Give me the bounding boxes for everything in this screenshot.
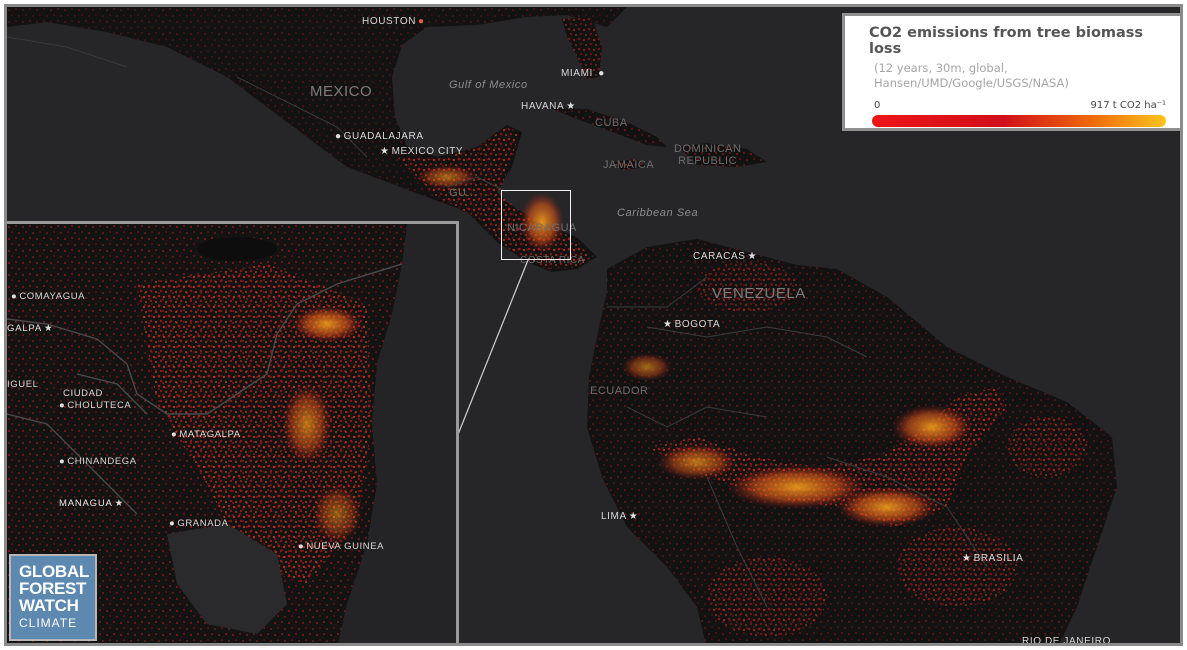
legend-max-label: 917 t CO2 ha⁻¹ bbox=[1090, 100, 1166, 111]
city-brasilia[interactable]: ★ BRASILIA bbox=[962, 553, 1024, 564]
legend-color-ramp bbox=[872, 115, 1166, 127]
city-guadalajara[interactable]: ● GUADALAJARA bbox=[335, 131, 424, 142]
city-caracas[interactable]: CARACAS ★ bbox=[693, 251, 758, 262]
legend-subtitle-line2: Hansen/UMD/Google/USGS/NASA) bbox=[874, 76, 1069, 90]
city-houston[interactable]: HOUSTON ● bbox=[362, 16, 425, 27]
legend-subtitle: (12 years, 30m, global, Hansen/UMD/Googl… bbox=[869, 61, 1166, 91]
country-costa-rica: COSTA RICA bbox=[520, 255, 585, 266]
city-lima[interactable]: LIMA ★ bbox=[601, 511, 639, 522]
country-dominican-2: REPUBLIC bbox=[678, 155, 738, 167]
map-view[interactable]: HOUSTON ● MIAMI ● HAVANA ★ ● GUADALAJARA ★ M… bbox=[4, 4, 1183, 646]
inset-city-nueva-guinea[interactable]: ● NUEVA GUINEA bbox=[298, 541, 385, 552]
inset-city-chinandega[interactable]: ● CHINANDEGA bbox=[59, 456, 137, 467]
logo-line-watch: WATCH bbox=[19, 596, 79, 615]
inset-city-matagalpa[interactable]: ● MATAGALPA bbox=[171, 429, 241, 440]
sea-caribbean: Caribbean Sea bbox=[617, 207, 699, 219]
legend-min-label: 0 bbox=[874, 100, 881, 111]
country-dominican-1: DOMINICAN bbox=[674, 143, 742, 155]
legend-title: CO2 emissions from tree biomass loss bbox=[869, 25, 1144, 57]
zoom-connector-line bbox=[456, 259, 529, 438]
city-havana[interactable]: HAVANA ★ bbox=[521, 101, 576, 112]
country-guatemala: GU... bbox=[449, 187, 478, 199]
land-south-america bbox=[587, 239, 1117, 643]
logo-line-forest: FOREST bbox=[19, 579, 87, 598]
logo-line-global: GLOBAL bbox=[19, 562, 89, 581]
global-forest-watch-logo[interactable]: GLOBAL FOREST WATCH CLIMATE bbox=[9, 554, 97, 641]
inset-city-managua[interactable]: MANAGUA ★ bbox=[59, 498, 124, 509]
main-map-canvas[interactable] bbox=[7, 7, 1183, 646]
inset-city-comayagua[interactable]: ● COMAYAGUA bbox=[11, 291, 86, 302]
country-venezuela: VENEZUELA bbox=[712, 285, 806, 302]
city-miami[interactable]: MIAMI ● bbox=[561, 68, 605, 79]
legend-scale-labels: 0 917 t CO2 ha⁻¹ bbox=[869, 100, 1166, 112]
land-north-america bbox=[7, 7, 767, 272]
borders-north bbox=[7, 36, 508, 193]
legend-subtitle-line1: (12 years, 30m, global, bbox=[874, 61, 1008, 75]
city-rio[interactable]: RIO DE JANEIRO bbox=[1022, 636, 1111, 646]
city-bogota[interactable]: ★ BOGOTA bbox=[663, 319, 721, 330]
inset-city-tegucigalpa[interactable]: GALPA ★ bbox=[7, 323, 54, 334]
country-nicaragua: NICARAGUA bbox=[507, 222, 577, 234]
country-ecuador: ECUADOR bbox=[590, 385, 649, 397]
inset-city-choluteca[interactable]: ● CHOLUTECA bbox=[59, 400, 132, 411]
logo-line-climate: CLIMATE bbox=[19, 616, 78, 630]
inset-city-miguel[interactable]: IGUEL bbox=[7, 379, 39, 390]
legend-panel: CO2 emissions from tree biomass loss (12… bbox=[842, 13, 1180, 131]
country-jamaica: JAMAICA bbox=[603, 159, 655, 171]
sea-gulf-of-mexico: Gulf of Mexico bbox=[449, 79, 528, 91]
zoom-area-box[interactable] bbox=[501, 190, 571, 260]
inset-city-ciudad[interactable]: CIUDAD bbox=[63, 388, 104, 399]
country-cuba: CUBA bbox=[595, 117, 628, 129]
inset-city-granada[interactable]: ● GRANADA bbox=[169, 518, 229, 529]
city-mexico-city[interactable]: ★ MEXICO CITY bbox=[380, 146, 464, 157]
country-mexico: MEXICO bbox=[310, 83, 373, 100]
